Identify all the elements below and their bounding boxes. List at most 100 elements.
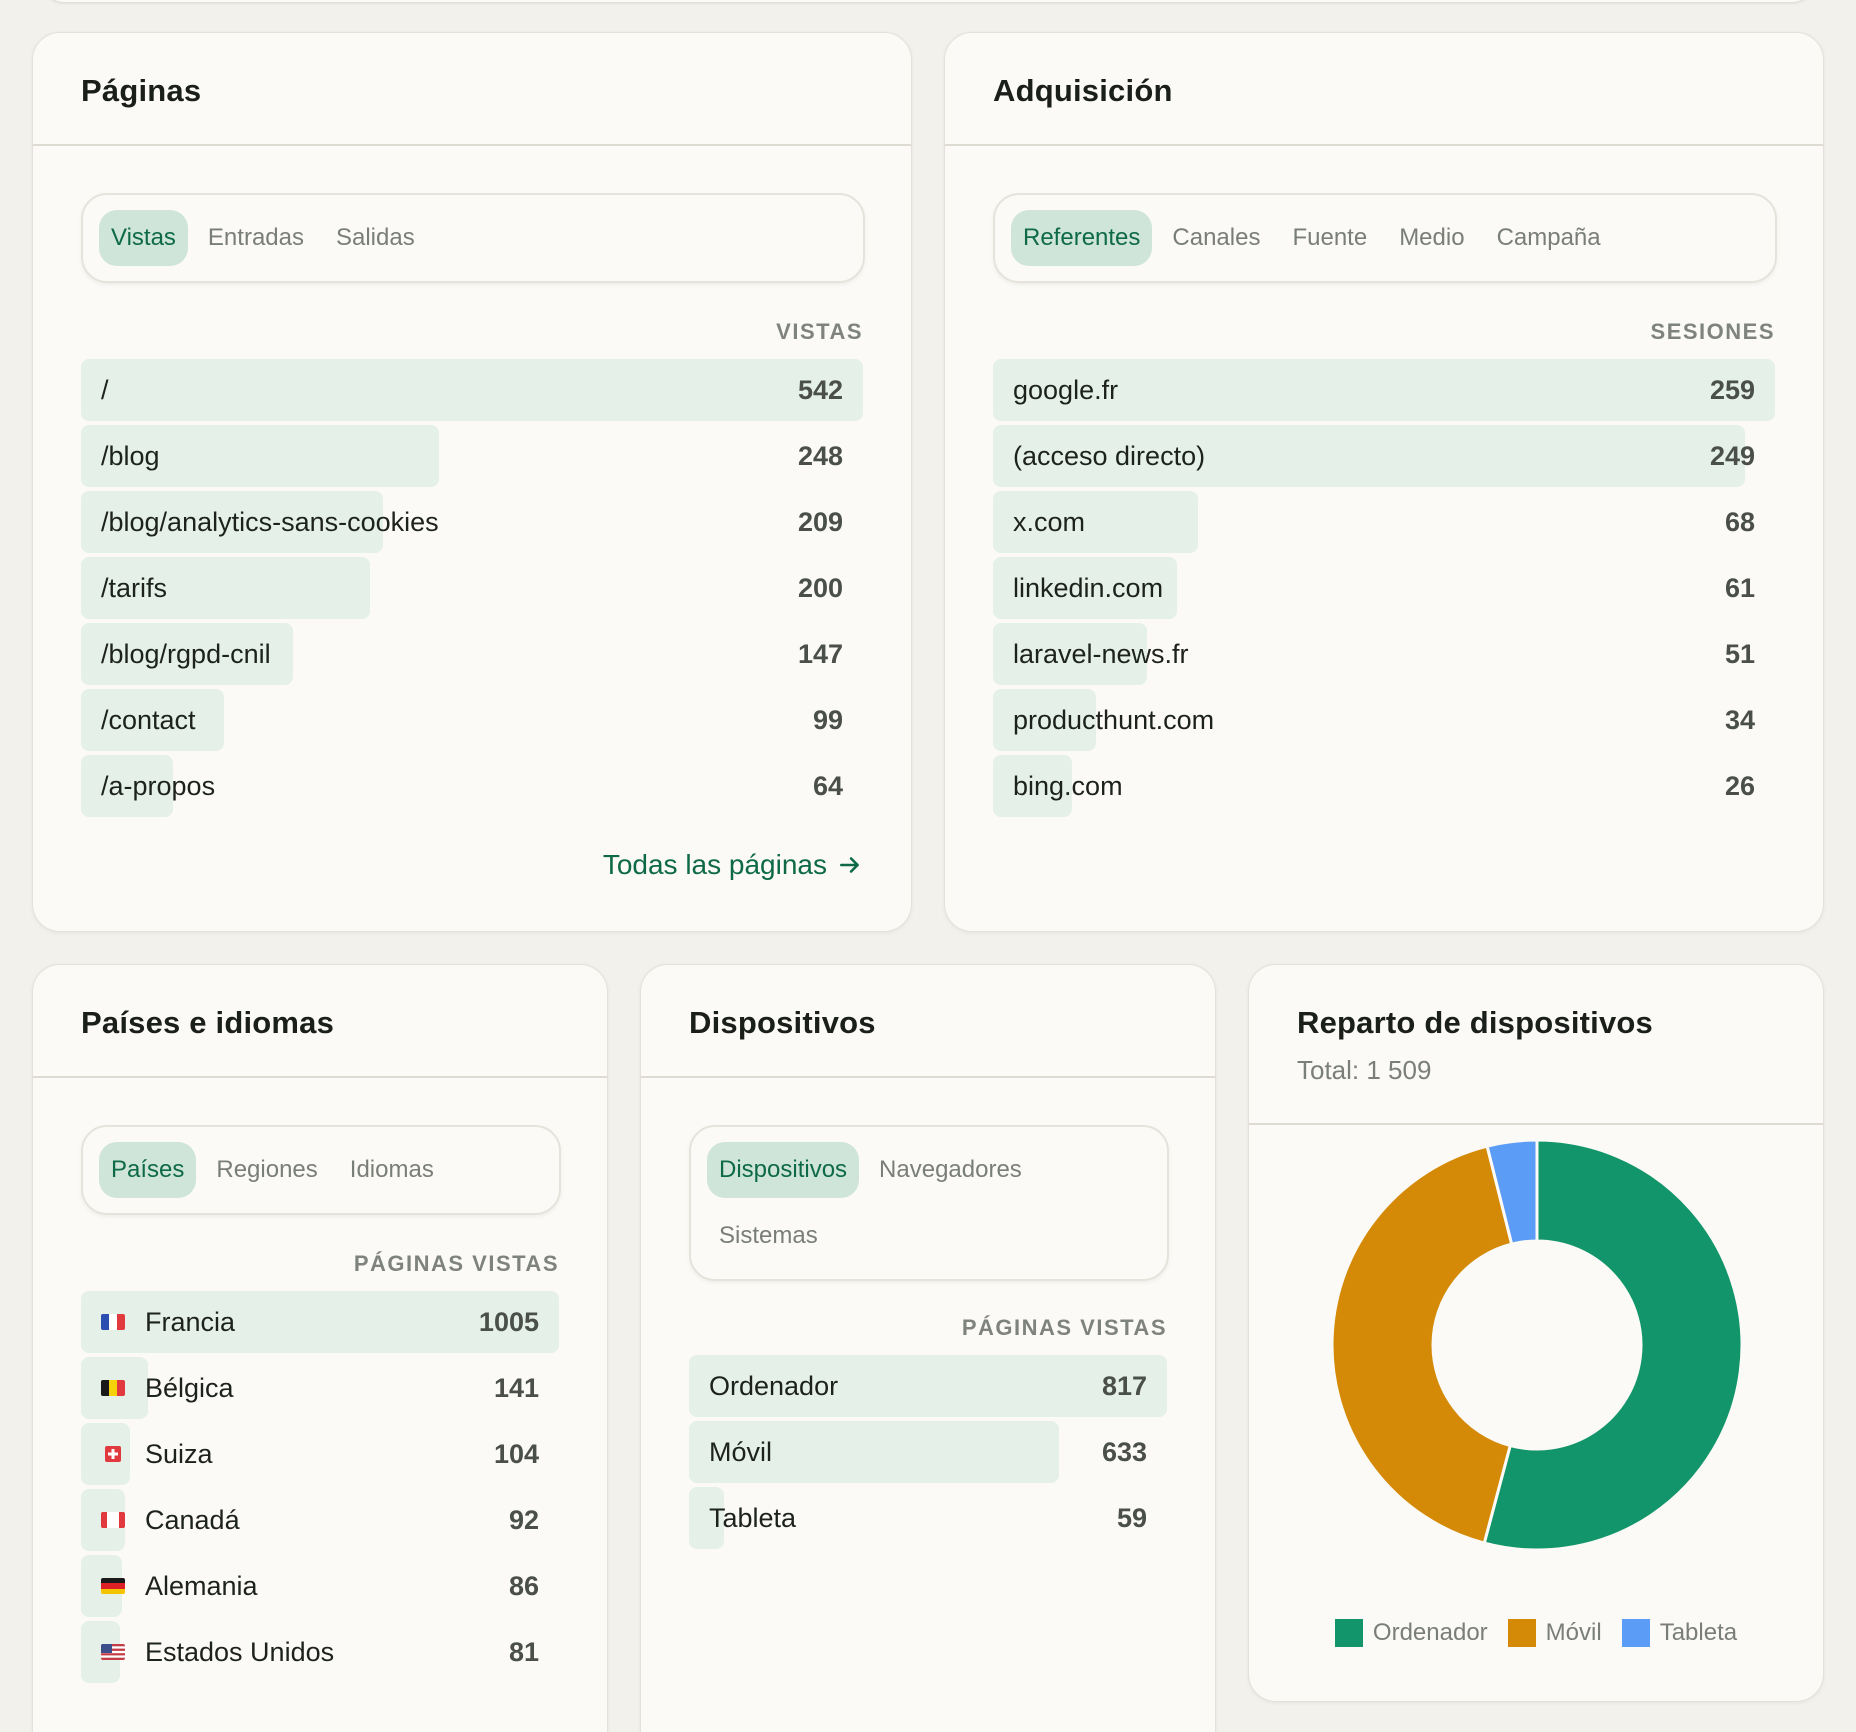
country-row[interactable]: Suiza 104 [81, 1423, 559, 1489]
referrer-row-bar [993, 557, 1178, 619]
referrer-row[interactable]: x.com 68 [993, 491, 1775, 557]
pages-column-header: VISTAS [776, 319, 863, 344]
previous-card-edge [42, 0, 1814, 2]
page-row[interactable]: /tarifs 200 [81, 557, 863, 623]
referrer-row-value: 61 [1724, 573, 1755, 603]
page-row-label: /blog [101, 441, 160, 471]
devices-tab-1[interactable]: Navegadores [879, 1156, 1022, 1183]
devices-tab-2[interactable]: Sistemas [719, 1222, 818, 1249]
device-row-value: 633 [1101, 1437, 1147, 1467]
country-row[interactable]: Estados Unidos 81 [81, 1621, 559, 1687]
referrer-row-value: 259 [1709, 375, 1755, 405]
page-row-value: 200 [797, 573, 843, 603]
be-flag-icon [101, 1380, 125, 1396]
pages-tab-1[interactable]: Entradas [207, 224, 304, 251]
acquisition-tab-3[interactable]: Medio [1399, 224, 1465, 251]
device-row[interactable]: Móvil 633 [689, 1421, 1167, 1487]
arrow-right-icon [840, 857, 859, 873]
acquisition-card-header: Adquisición [945, 33, 1823, 146]
referrer-row[interactable]: producthunt.com 34 [993, 689, 1775, 755]
legend-label: Tableta [1659, 1619, 1738, 1646]
referrer-row-bar [993, 491, 1199, 553]
page-row-label: /tarifs [101, 573, 168, 603]
acquisition-tab-1[interactable]: Canales [1172, 224, 1261, 251]
referrer-row-label: google.fr [1013, 375, 1119, 405]
donut-slice-mvil[interactable] [1330, 1144, 1514, 1545]
device-row[interactable]: Ordenador 817 [689, 1355, 1167, 1421]
acquisition-tab-0[interactable]: Referentes [1011, 210, 1153, 266]
device-split-card: Reparto de dispositivos Total: 1 509 Ord… [1248, 964, 1824, 1702]
page-row[interactable]: /blog 248 [81, 425, 863, 491]
country-row-value: 1005 [478, 1307, 539, 1337]
referrer-row-value: 249 [1709, 441, 1755, 471]
acquisition-column-header: SESIONES [1650, 319, 1775, 344]
devices-list: Ordenador 817 Móvil 633 Tableta 59 [689, 1355, 1167, 1553]
page-row[interactable]: / 542 [81, 359, 863, 425]
devices-tab-0[interactable]: Dispositivos [707, 1142, 860, 1198]
device-row[interactable]: Tableta 59 [689, 1487, 1167, 1553]
device-split-title: Reparto de dispositivos [1297, 1005, 1653, 1040]
countries-tab-1[interactable]: Regiones [216, 1156, 318, 1183]
pages-tab-2[interactable]: Salidas [335, 224, 415, 251]
referrer-row[interactable]: google.fr 259 [993, 359, 1775, 425]
acquisition-tab-2[interactable]: Fuente [1292, 224, 1368, 251]
acquisition-tab-4[interactable]: Campaña [1496, 224, 1601, 251]
page-row-bar [81, 755, 174, 817]
ch-flag-icon [105, 1446, 121, 1462]
legend-swatch [1334, 1619, 1363, 1647]
referrer-row-label: linkedin.com [1013, 573, 1164, 603]
country-row-label: Suiza [145, 1439, 213, 1469]
country-row[interactable]: Francia 1005 [81, 1291, 559, 1357]
pages-tabs: Vistas Entradas Salidas [81, 193, 865, 283]
countries-list: Francia 1005 Bélgica 141 Suiza 104 Canadá 92 Ale… [81, 1291, 559, 1687]
countries-tab-0[interactable]: Países [99, 1142, 197, 1198]
countries-card-header: Países e idiomas [33, 965, 607, 1078]
country-row-bar [81, 1291, 559, 1353]
donut-slice-ordenador[interactable] [1482, 1138, 1744, 1552]
referrer-row[interactable]: (acceso directo) 249 [993, 425, 1775, 491]
legend-swatch [1507, 1619, 1536, 1647]
all-pages-link-label: Todas las páginas [602, 849, 827, 880]
page-row[interactable]: /blog/analytics-sans-cookies 209 [81, 491, 863, 557]
device-row-label: Móvil [709, 1437, 773, 1467]
referrer-row[interactable]: bing.com 26 [993, 755, 1775, 821]
donut-slice-tableta[interactable] [1485, 1138, 1539, 1246]
page-row[interactable]: /contact 99 [81, 689, 863, 755]
legend-label: Ordenador [1372, 1619, 1488, 1646]
country-row[interactable]: Canadá 92 [81, 1489, 559, 1555]
device-donut-chart [1330, 1138, 1744, 1552]
page-row-value: 542 [797, 375, 843, 405]
country-row[interactable]: Bélgica 141 [81, 1357, 559, 1423]
country-row-value: 81 [508, 1637, 539, 1667]
page-row-label: /contact [101, 705, 196, 735]
pages-title: Páginas [81, 73, 202, 108]
device-row-value: 59 [1116, 1503, 1147, 1533]
country-row[interactable]: Alemania 86 [81, 1555, 559, 1621]
countries-tab-2[interactable]: Idiomas [349, 1156, 434, 1183]
country-row-label: Canadá [145, 1505, 240, 1535]
device-chart-legend: Ordenador Móvil Tableta [1249, 1619, 1823, 1647]
page-row[interactable]: /blog/rgpd-cnil 147 [81, 623, 863, 689]
page-row[interactable]: /a-propos 64 [81, 755, 863, 821]
legend-item[interactable]: Tableta [1621, 1619, 1738, 1647]
legend-item[interactable]: Móvil [1507, 1619, 1602, 1647]
referrer-row[interactable]: linkedin.com 61 [993, 557, 1775, 623]
page-row-bar [81, 491, 383, 553]
devices-column-header: PÁGINAS VISTAS [961, 1315, 1167, 1340]
referrer-row[interactable]: laravel-news.fr 51 [993, 623, 1775, 689]
all-pages-link[interactable]: Todas las páginas [603, 849, 863, 881]
ca-flag-icon [101, 1512, 125, 1528]
page-row-value: 64 [812, 771, 843, 801]
country-row-label: Estados Unidos [145, 1637, 335, 1667]
legend-item[interactable]: Ordenador [1334, 1619, 1488, 1647]
page-row-bar [81, 359, 863, 421]
referrer-row-bar [993, 425, 1745, 487]
legend-swatch [1621, 1619, 1650, 1647]
countries-column-header: PÁGINAS VISTAS [353, 1251, 559, 1276]
page-row-value: 99 [812, 705, 843, 735]
device-row-bar [689, 1487, 724, 1549]
referrer-row-value: 51 [1724, 639, 1755, 669]
pages-tab-0[interactable]: Vistas [99, 210, 188, 266]
countries-card: Países e idiomas Países Regiones Idiomas P… [32, 964, 608, 1732]
page-row-label: /blog/analytics-sans-cookies [101, 507, 439, 537]
